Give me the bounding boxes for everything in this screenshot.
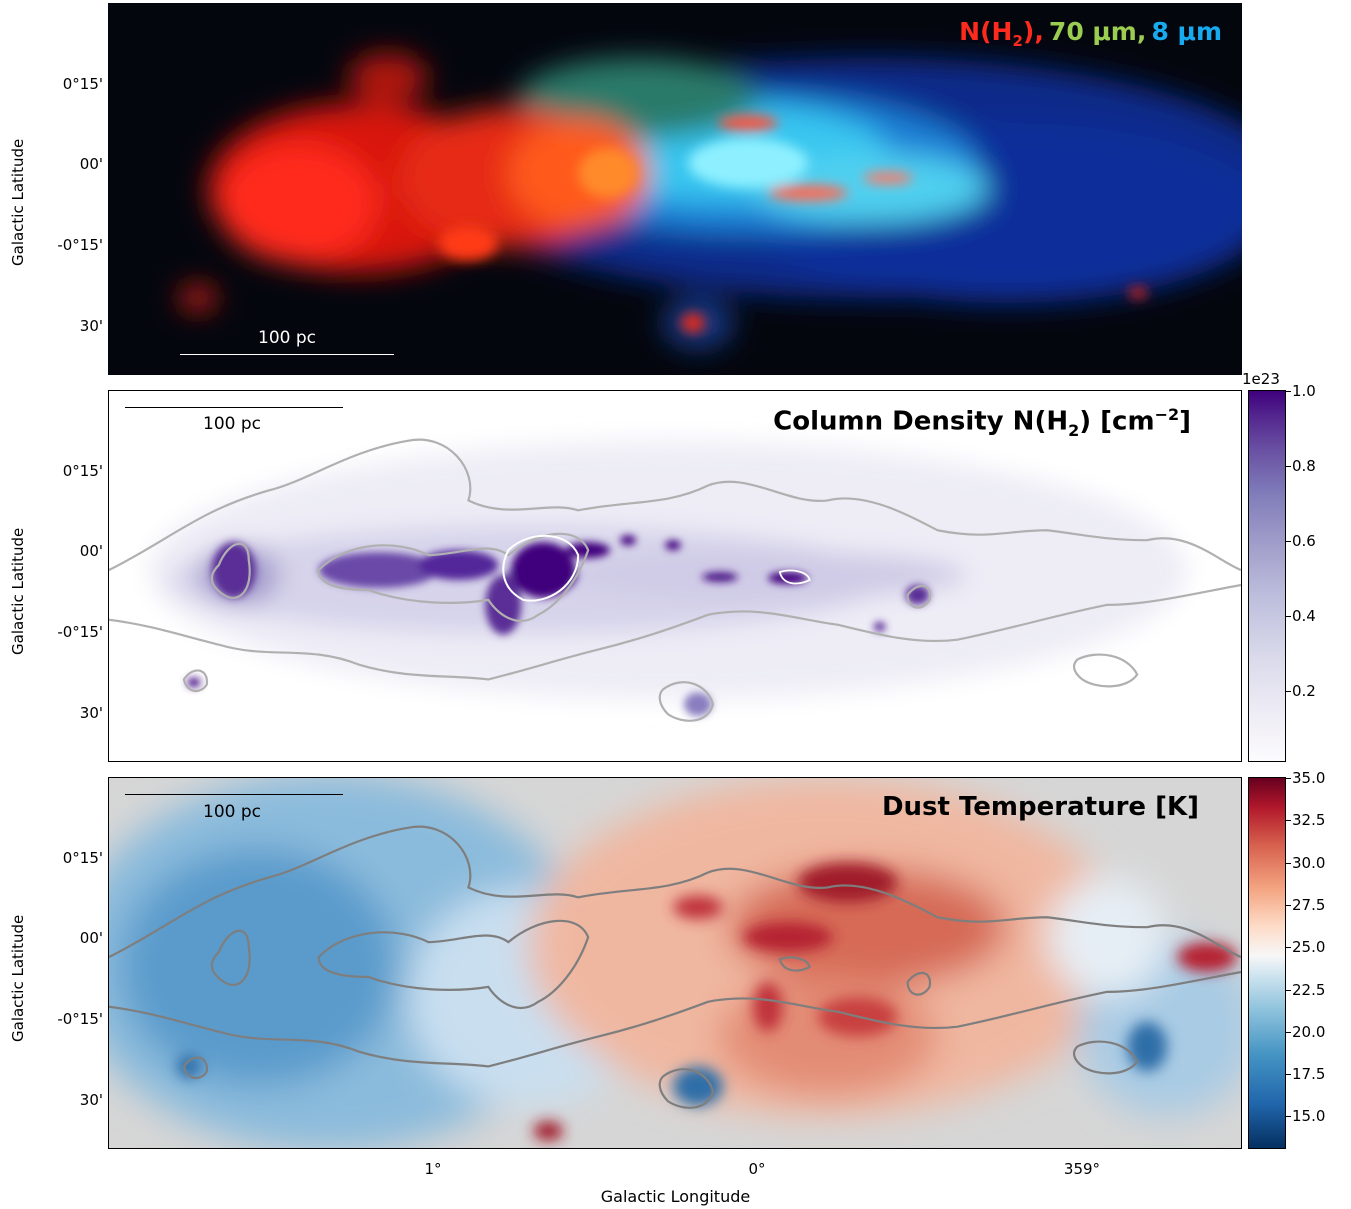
colorbar-tick (1286, 466, 1291, 467)
panel2-title-sup: −2 (1154, 405, 1180, 424)
legend-nh2-sub: 2 (1012, 32, 1023, 50)
colorbar-tick-label: 35.0 (1292, 769, 1326, 787)
colorbar-tick-label: 17.5 (1292, 1065, 1326, 1083)
ytick-label: 30' (79, 704, 103, 722)
colorbar-tick (1286, 1074, 1291, 1075)
colorbar-tick (1286, 778, 1291, 779)
ytick-label: 0°15' (62, 849, 103, 867)
ytick-label: 30' (79, 1091, 103, 1109)
ytick-label: -0°15' (57, 236, 103, 254)
panel2-title: Column Density N(H2) [cm−2] (773, 405, 1191, 440)
xtick-label: 359° (1063, 1160, 1101, 1178)
colorbar-tick (1286, 820, 1291, 821)
colorbar-tick-label: 0.2 (1292, 682, 1316, 700)
panel2-title-b: ) [cm (1079, 406, 1155, 437)
scale-bar-label: 100 pc (203, 414, 261, 434)
panel3-ylabel: Galactic Latitude (9, 914, 27, 1042)
rgb-composite-image: 100 pc N(H2), 70 μm, 8 μm (108, 3, 1242, 375)
panel2-title-a: Column Density N(H (773, 406, 1069, 437)
xtick-label: 1° (424, 1160, 442, 1178)
column-density-map: 100 pc Column Density N(H2) [cm−2] (108, 390, 1242, 762)
colorbar-exponent: 1e23 (1242, 370, 1280, 388)
colorbar-tick (1286, 1032, 1291, 1033)
colorbar-tick-label: 20.0 (1292, 1023, 1326, 1041)
legend-nh2: N(H2), (959, 17, 1044, 50)
scale-bar-line (125, 407, 343, 408)
colorbar-tick-label: 30.0 (1292, 854, 1326, 872)
ytick-label: 00' (79, 929, 103, 947)
colorbar-tick-label: 27.5 (1292, 896, 1326, 914)
dust-temperature-colorbar (1248, 777, 1286, 1149)
colorbar-tick (1286, 541, 1291, 542)
ytick-label: 0°15' (62, 75, 103, 93)
scale-bar-line (180, 354, 394, 355)
colorbar-tick-label: 25.0 (1292, 938, 1326, 956)
colorbar-tick-label: 0.8 (1292, 457, 1316, 475)
colorbar-tick-label: 22.5 (1292, 981, 1326, 999)
dust-temperature-map: 100 pc Dust Temperature [K] (108, 777, 1242, 1149)
legend-nh2-text: N(H (959, 17, 1013, 46)
legend-nh2-end: ), (1022, 17, 1044, 46)
ytick-label: -0°15' (57, 1010, 103, 1028)
panel2-ylabel: Galactic Latitude (9, 527, 27, 655)
panel1-ylabel: Galactic Latitude (9, 138, 27, 266)
colorbar-tick-label: 1.0 (1292, 382, 1316, 400)
ytick-label: 00' (79, 155, 103, 173)
colorbar-tick (1286, 391, 1291, 392)
colorbar-tick (1286, 691, 1291, 692)
scale-bar-label: 100 pc (203, 802, 261, 822)
scale-bar-line (125, 794, 343, 795)
colorbar-tick-label: 0.6 (1292, 532, 1316, 550)
colorbar-tick (1286, 947, 1291, 948)
ytick-label: 0°15' (62, 462, 103, 480)
colorbar-tick (1286, 990, 1291, 991)
panel1-legend: N(H2), 70 μm, 8 μm (959, 17, 1222, 50)
colorbar-tick (1286, 616, 1291, 617)
column-density-colorbar (1248, 390, 1286, 762)
x-axis-label: Galactic Longitude (600, 1187, 751, 1206)
colorbar-tick (1286, 863, 1291, 864)
colorbar-tick (1286, 905, 1291, 906)
scale-bar-label: 100 pc (258, 328, 316, 348)
colorbar-tick-label: 0.4 (1292, 607, 1316, 625)
panel3-title: Dust Temperature [K] (881, 792, 1199, 822)
legend-70um: 70 μm, (1048, 17, 1147, 46)
colorbar-tick-label: 15.0 (1292, 1107, 1326, 1125)
panel2-title-sub: 2 (1068, 420, 1080, 440)
legend-8um: 8 μm (1151, 17, 1222, 46)
panel2-title-c: ] (1179, 406, 1191, 437)
ytick-label: 00' (79, 542, 103, 560)
colorbar-tick (1286, 1116, 1291, 1117)
ytick-label: 30' (79, 317, 103, 335)
ytick-label: -0°15' (57, 623, 103, 641)
xtick-label: 0° (748, 1160, 766, 1178)
colorbar-tick-label: 32.5 (1292, 811, 1326, 829)
